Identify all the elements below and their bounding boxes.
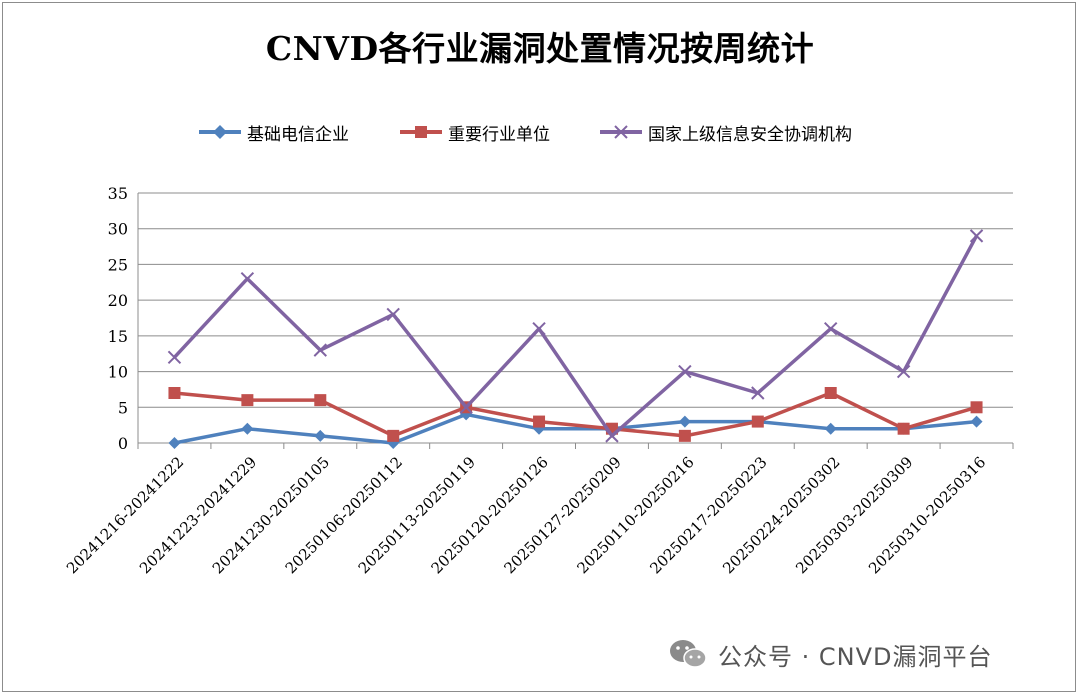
legend-label: 重要行业单位 xyxy=(448,124,550,145)
series-line-0 xyxy=(174,412,977,445)
data-point-square xyxy=(678,429,691,442)
legend-marker-square-icon xyxy=(400,126,442,138)
data-point-x xyxy=(605,429,619,443)
data-point-square xyxy=(970,401,983,414)
legend-item-series-1: 重要行业单位 xyxy=(400,116,550,148)
data-point-diamond xyxy=(678,415,691,428)
legend-label: 基础电信企业 xyxy=(247,124,349,145)
y-tick-label: 20 xyxy=(108,291,128,310)
chart-title: CNVD各行业漏洞处置情况按周统计 xyxy=(265,29,815,68)
data-point-x xyxy=(824,322,838,336)
data-point-diamond xyxy=(824,422,837,435)
data-point-x xyxy=(969,229,984,243)
data-point-x xyxy=(459,400,473,414)
data-point-x xyxy=(240,272,255,286)
data-point-square xyxy=(387,429,400,442)
data-point-square xyxy=(533,415,546,428)
series-line-1 xyxy=(174,391,978,438)
y-tick-label: 30 xyxy=(108,220,128,239)
legend-item-series-0: 基础电信企业 xyxy=(199,116,349,148)
data-point-square xyxy=(168,387,181,399)
data-point-square xyxy=(897,422,910,435)
watermark: 公众号 · CNVD漏洞平台 xyxy=(668,636,993,672)
data-point-diamond xyxy=(314,429,327,442)
watermark-text: 公众号 · CNVD漏洞平台 xyxy=(718,642,993,671)
data-point-x xyxy=(313,343,327,357)
x-tick-label: 20241216-20241222 xyxy=(63,453,187,577)
data-point-diamond xyxy=(970,415,983,428)
y-tick-label: 5 xyxy=(118,398,128,417)
data-point-x xyxy=(167,350,182,364)
data-point-x xyxy=(751,386,765,400)
data-point-square xyxy=(314,394,327,407)
data-point-square xyxy=(751,415,764,428)
data-point-x xyxy=(532,322,546,336)
legend-label: 国家上级信息安全协调机构 xyxy=(648,124,852,145)
wechat-icon xyxy=(670,640,707,668)
data-point-x xyxy=(386,307,400,322)
data-point-x xyxy=(678,364,692,379)
y-tick-label: 25 xyxy=(108,255,128,274)
legend-marker-diamond-icon xyxy=(199,125,241,139)
data-point-diamond xyxy=(168,437,181,449)
y-tick-label: 35 xyxy=(108,184,128,203)
y-tick-label: 10 xyxy=(108,363,128,382)
y-tick-label: 0 xyxy=(118,434,128,453)
data-point-square xyxy=(241,394,254,407)
chart-legend: 基础电信企业 重要行业单位 国家上级信息安全协调机构 xyxy=(0,116,1080,148)
legend-item-series-2: 国家上级信息安全协调机构 xyxy=(600,116,852,148)
data-point-x xyxy=(896,364,911,379)
series-line-2 xyxy=(173,235,979,438)
y-tick-label: 15 xyxy=(108,327,128,346)
data-point-diamond xyxy=(241,422,254,435)
legend-marker-x-icon xyxy=(600,125,642,139)
data-point-square xyxy=(824,387,837,399)
